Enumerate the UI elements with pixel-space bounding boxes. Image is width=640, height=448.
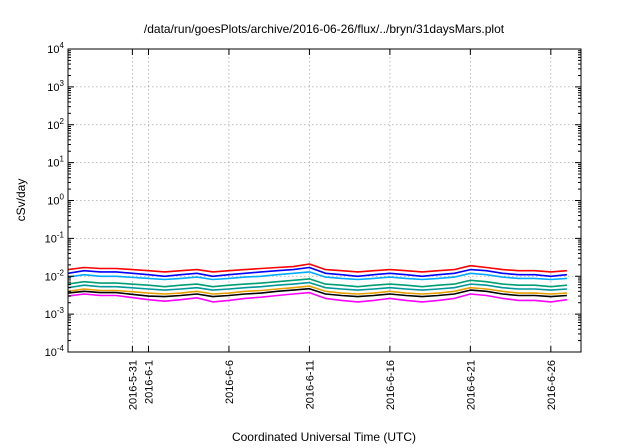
y-tick-label: 10-1: [45, 230, 65, 245]
x-tick-label: 2016-6-11: [304, 360, 316, 409]
y-axis: 10-4 10-3 10-2 10-1 100 101 102 103 104: [45, 41, 581, 359]
series-group: [67, 263, 568, 303]
x-tick-label: 2016-5-31: [127, 360, 139, 410]
y-tick-label: 101: [47, 155, 64, 170]
x-axis-label: Coordinated Universal Time (UTC): [232, 430, 416, 444]
series-line-4: [67, 278, 567, 288]
x-tick-label: 2016-6-6: [224, 360, 236, 404]
series-line-6: [67, 285, 567, 295]
x-tick-label: 2016-6-16: [385, 360, 397, 410]
series-line-1: [67, 263, 567, 273]
x-tick-label: 2016-6-21: [465, 360, 477, 410]
y-tick-label: 103: [47, 79, 64, 94]
grid: [68, 49, 581, 352]
series-line-7: [67, 287, 567, 298]
y-tick-label: 104: [47, 41, 64, 56]
series-line-2: [67, 266, 567, 278]
chart-title: /data/run/goesPlots/archive/2016-06-26/f…: [144, 22, 505, 36]
y-tick-label: 10-3: [45, 306, 65, 321]
y-tick-label: 100: [47, 193, 64, 208]
series-line-5: [67, 281, 567, 291]
series-line-8: [67, 291, 568, 303]
x-axis: 2016-5-31 2016-6-1 2016-6-6 2016-6-11 2016-6…: [127, 49, 558, 410]
series-line-3: [67, 271, 567, 281]
y-tick-label: 10-4: [45, 344, 65, 359]
y-axis-label: cSv/day: [14, 179, 28, 222]
x-tick-label: 2016-6-1: [143, 360, 155, 404]
y-tick-label: 102: [47, 117, 64, 132]
y-tick-label: 10-2: [45, 268, 65, 283]
x-tick-label: 2016-6-26: [546, 360, 558, 410]
